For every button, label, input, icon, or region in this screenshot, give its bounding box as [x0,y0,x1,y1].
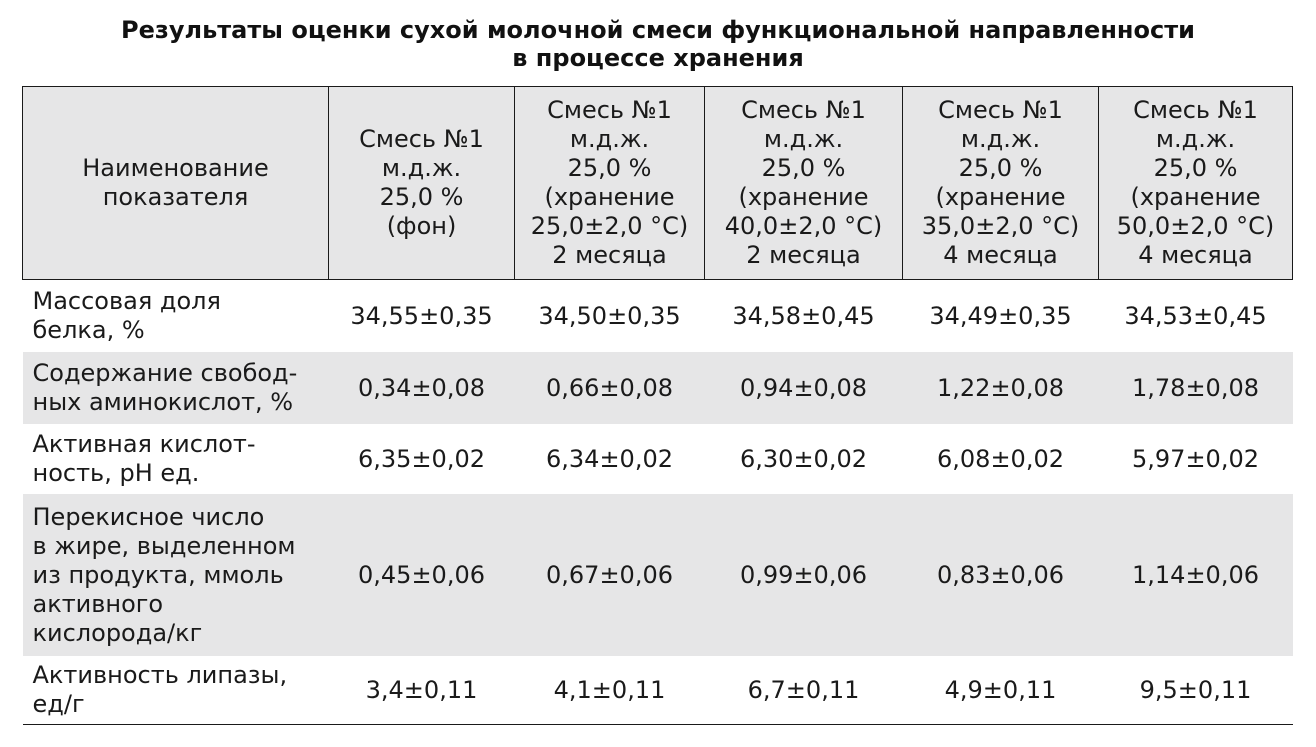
table-cell: 34,49±0,35 [902,279,1099,352]
header-mix-50c-4m: Смесь №1 м.д.ж. 25,0 % (хранение 50,0±2,… [1098,86,1293,280]
row-name-line: ед/г [32,690,85,718]
row-name-line: активного [32,589,164,618]
table-cell: 5,97±0,02 [1098,424,1293,494]
header-line: 25,0±2,0 °C) [530,212,689,240]
header-line: 25,0 % [958,154,1043,182]
results-table: Наименование показателя Смесь №1 м.д.ж. … [22,86,1293,725]
table-row-peroxide: Перекисное число в жире, выделенном из п… [22,494,1293,656]
header-line: м.д.ж. [763,125,844,153]
header-indicator-name: Наименование показателя [22,86,329,280]
table-body: Массовая доля белка, % 34,55±0,35 34,50±… [22,279,1293,725]
header-line: 4 месяца [1138,241,1253,269]
table-cell: 6,08±0,02 [902,424,1099,494]
header-line: показателя [102,183,249,211]
table-cell: 6,7±0,11 [704,656,903,725]
table-cell: 3,4±0,11 [328,656,515,725]
header-mix-background: Смесь №1 м.д.ж. 25,0 % (фон) [328,86,515,280]
table-title-line-1: Результаты оценки сухой молочной смеси ф… [121,16,1195,44]
table-row-lipase: Активность липазы, ед/г 3,4±0,11 4,1±0,1… [22,656,1293,725]
header-line: 25,0 % [761,154,846,182]
header-line: м.д.ж. [381,154,462,182]
header-line: 35,0±2,0 °C) [921,212,1080,240]
row-name: Активность липазы, ед/г [22,656,329,725]
header-line: (хранение [1130,183,1261,211]
header-line: Смесь №1 [1133,96,1258,124]
table-cell: 0,67±0,06 [514,494,705,656]
row-name: Перекисное число в жире, выделенном из п… [22,494,329,656]
table-cell: 34,53±0,45 [1098,279,1293,352]
table-cell: 4,9±0,11 [902,656,1099,725]
row-name: Активная кислот- ность, pH ед. [22,424,329,494]
table-cell: 0,83±0,06 [902,494,1099,656]
header-line: 2 месяца [552,241,667,269]
header-line: 4 месяца [943,241,1058,269]
row-name-line: ных аминокислот, % [32,388,294,416]
header-line: Наименование [82,154,269,182]
table-cell: 0,99±0,06 [704,494,903,656]
table-cell: 1,22±0,08 [902,352,1099,424]
table-cell: 6,34±0,02 [514,424,705,494]
header-line: (фон) [386,212,457,240]
row-name-line: Активность липазы, [32,661,288,689]
table-cell: 1,78±0,08 [1098,352,1293,424]
table-cell: 34,50±0,35 [514,279,705,352]
header-line: м.д.ж. [960,125,1041,153]
header-line: 40,0±2,0 °C) [724,212,883,240]
table-row-amino-acids: Содержание свобод- ных аминокислот, % 0,… [22,352,1293,424]
header-line: м.д.ж. [1155,125,1236,153]
table-cell: 6,30±0,02 [704,424,903,494]
header-line: (хранение [544,183,675,211]
row-name: Содержание свобод- ных аминокислот, % [22,352,329,424]
header-mix-40c-2m: Смесь №1 м.д.ж. 25,0 % (хранение 40,0±2,… [704,86,903,280]
header-line: Смесь №1 [741,96,866,124]
header-line: Смесь №1 [547,96,672,124]
header-line: Смесь №1 [938,96,1063,124]
table-cell: 0,34±0,08 [328,352,515,424]
row-name-line: Массовая доля [32,287,221,315]
row-name-line: Перекисное число [32,502,265,531]
header-line: 2 месяца [746,241,861,269]
table-cell: 0,94±0,08 [704,352,903,424]
header-line: (хранение [738,183,869,211]
table-header: Наименование показателя Смесь №1 м.д.ж. … [22,86,1293,280]
table-cell: 6,35±0,02 [328,424,515,494]
table-cell: 0,45±0,06 [328,494,515,656]
table-title: Результаты оценки сухой молочной смеси ф… [0,16,1316,72]
table-title-line-2: в процессе хранения [512,44,804,72]
row-name-line: ность, pH ед. [32,459,200,487]
row-name-line: из продукта, ммоль [32,560,284,589]
header-mix-25c-2m: Смесь №1 м.д.ж. 25,0 % (хранение 25,0±2,… [514,86,705,280]
table-row-acidity: Активная кислот- ность, pH ед. 6,35±0,02… [22,424,1293,494]
header-line: Смесь №1 [359,125,484,153]
row-name: Массовая доля белка, % [22,279,329,352]
row-name-line: белка, % [32,316,145,344]
table-cell: 4,1±0,11 [514,656,705,725]
table-cell: 34,58±0,45 [704,279,903,352]
header-line: 25,0 % [1153,154,1238,182]
row-name-line: Содержание свобод- [32,359,298,387]
header-line: 25,0 % [379,183,464,211]
table-cell: 9,5±0,11 [1098,656,1293,725]
table-cell: 0,66±0,08 [514,352,705,424]
row-name-line: Активная кислот- [32,430,256,458]
row-name-line: кислорода/кг [32,618,203,647]
header-line: (хранение [935,183,1066,211]
header-line: 50,0±2,0 °C) [1116,212,1275,240]
table-cell: 1,14±0,06 [1098,494,1293,656]
header-mix-35c-4m: Смесь №1 м.д.ж. 25,0 % (хранение 35,0±2,… [902,86,1099,280]
row-name-line: в жире, выделенном [32,531,296,560]
header-row: Наименование показателя Смесь №1 м.д.ж. … [22,86,1293,280]
header-line: 25,0 % [567,154,652,182]
table-cell: 34,55±0,35 [328,279,515,352]
header-line: м.д.ж. [569,125,650,153]
table-row-protein: Массовая доля белка, % 34,55±0,35 34,50±… [22,279,1293,352]
